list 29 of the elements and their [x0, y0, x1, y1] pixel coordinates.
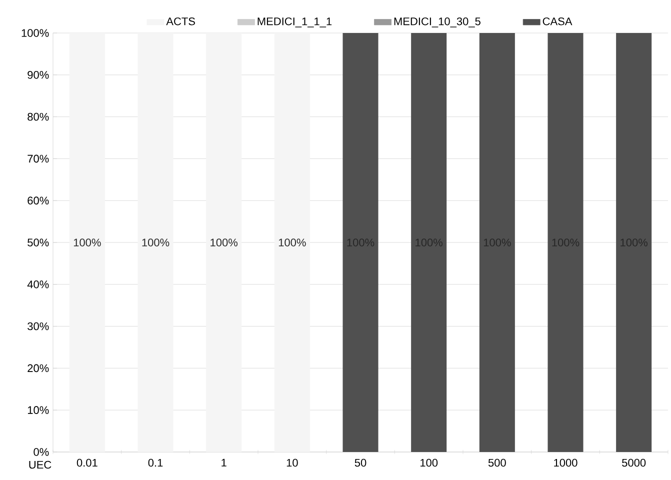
y-tick-label: 100% — [22, 29, 49, 37]
x-axis-title: UEC — [29, 460, 52, 469]
legend-label: CASA — [542, 17, 572, 26]
y-tick-label: 90% — [28, 70, 49, 79]
y-tick-label: 30% — [28, 322, 49, 330]
x-tick-label: 0.01 — [76, 458, 98, 467]
y-tick-label: 10% — [28, 406, 49, 414]
data-label: 100% — [142, 238, 170, 246]
data-label: 100% — [210, 238, 238, 246]
legend-label: MEDICI_1_1_1 — [258, 17, 332, 28]
y-tick-label: 0% — [34, 448, 49, 456]
y-tick-label: 40% — [27, 280, 49, 288]
x-tick-label: 1000 — [554, 458, 578, 467]
y-tick-label: 50% — [28, 238, 49, 246]
data-label: 100% — [74, 238, 101, 246]
legend-label: ACTS — [166, 17, 195, 26]
x-tick-label: 0.1 — [148, 458, 163, 467]
data-label: 100% — [278, 238, 306, 246]
x-tick-label: 10 — [286, 458, 298, 467]
y-tick-label: 80% — [28, 112, 49, 121]
x-tick-label: 50 — [354, 458, 366, 467]
legend-label: MEDICI_10_30_5 — [394, 17, 480, 28]
x-tick-label: 5000 — [622, 458, 646, 467]
y-tick-label: 70% — [28, 154, 49, 163]
y-tick-label: 20% — [28, 364, 49, 372]
x-tick-label: 1 — [222, 458, 226, 466]
y-tick-label: 60% — [28, 196, 49, 204]
x-tick-label: 500 — [488, 458, 506, 467]
x-tick-label: 100 — [420, 458, 438, 467]
